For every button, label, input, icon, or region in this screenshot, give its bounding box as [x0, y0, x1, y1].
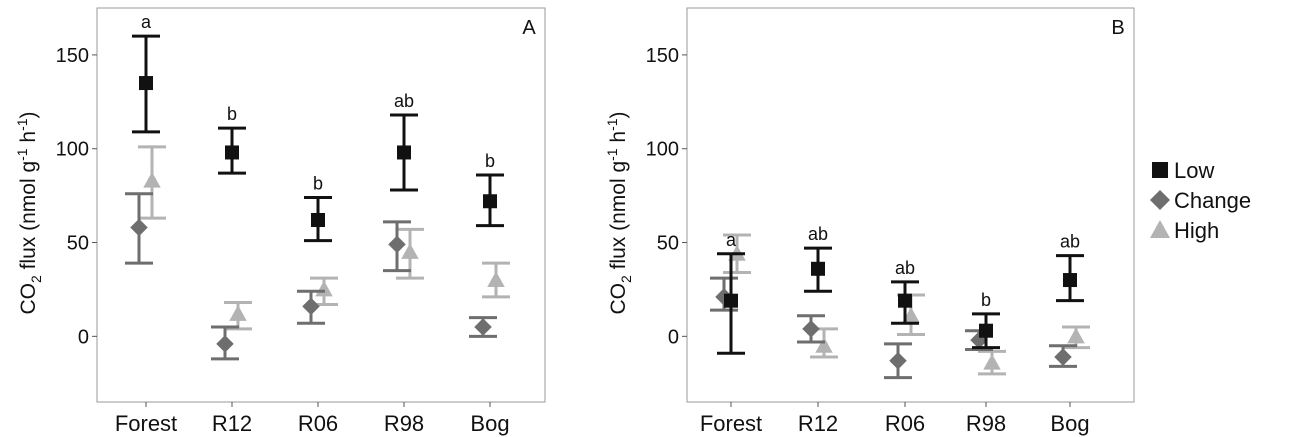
significance-letter: ab [1060, 232, 1080, 252]
panel-label: B [1111, 17, 1124, 39]
legend-item-change: Change [1150, 188, 1251, 213]
y-axis-label-part: flux (nmol g [17, 161, 40, 275]
x-tick-label-r98: R98 [966, 411, 1006, 436]
y-tick-label: 150 [646, 45, 679, 67]
x-tick-label-bog: Bog [1050, 411, 1089, 436]
legend-item-low: Low [1152, 158, 1214, 183]
significance-letter: b [227, 104, 237, 124]
y-axis-label-part: ) [17, 111, 40, 118]
panel-label: A [522, 17, 536, 39]
x-tick-label-r12: R12 [212, 411, 252, 436]
change-diamond-marker [802, 320, 820, 338]
x-tick-label-r12: R12 [798, 411, 838, 436]
panel-A: 0 50 100 150 Forest R12 R06 R98 Bog CO2 flux (nmo… [14, 7, 546, 436]
y-tick-label: 0 [668, 326, 679, 348]
change-diamond-marker [474, 318, 492, 336]
significance-letter: ab [895, 258, 915, 278]
y-axis-label-part: -1 [14, 148, 30, 161]
y-axis-label-part: h [17, 131, 40, 149]
y-axis-label-part: flux (nmol g [607, 161, 630, 275]
y-axis-label: CO2 flux (nmol g-1 h-1) [604, 111, 634, 314]
y-tick-label: 100 [646, 139, 679, 161]
series-high [138, 145, 510, 331]
legend-label: Low [1174, 158, 1214, 183]
change-diamond-marker [1054, 348, 1072, 366]
high-triangle-marker [401, 243, 419, 259]
significance-letter: ab [394, 91, 414, 111]
y-tick-label: 50 [67, 233, 89, 255]
high-triangle-marker [902, 306, 920, 323]
change-diamond-marker [889, 351, 907, 370]
high-triangle-marker [815, 336, 833, 353]
change-diamond-marker [388, 235, 406, 254]
low-square-marker [1063, 273, 1077, 288]
legend-item-high: High [1150, 218, 1219, 243]
y-axis-label-part: CO [17, 283, 40, 315]
legend-label: Change [1174, 188, 1251, 213]
series-low [717, 246, 1084, 355]
y-tick-label: 150 [56, 45, 89, 67]
legend: Low Change High [1150, 158, 1251, 243]
y-axis-label-part: -1 [604, 118, 620, 131]
low-square-marker [979, 323, 993, 338]
change-diamond-marker [216, 335, 234, 353]
y-tick-label: 50 [657, 233, 679, 255]
x-tick-label-r98: R98 [384, 411, 424, 436]
legend-high-triangle-marker [1150, 220, 1170, 238]
high-triangle-marker [229, 305, 247, 321]
plot-frame [96, 7, 546, 403]
high-triangle-marker [315, 280, 333, 297]
low-square-marker [898, 293, 912, 308]
significance-letter: a [726, 230, 737, 250]
significance-letter: ab [808, 224, 828, 244]
series-low [132, 34, 504, 243]
significance-letter: a [141, 12, 152, 32]
y-axis-label: CO2 flux (nmol g-1 h-1) [14, 111, 44, 314]
x-tick-label-r06: R06 [885, 411, 925, 436]
y-axis-label-part: ) [607, 111, 630, 118]
series-change [710, 276, 1077, 380]
y-axis-label-part: 2 [618, 275, 634, 283]
y-axis-label-part: -1 [14, 118, 30, 131]
y-axis-label-part: 2 [28, 275, 44, 283]
high-triangle-marker [487, 271, 505, 288]
low-square-marker [139, 76, 153, 91]
plot-frame [686, 7, 1135, 403]
low-square-marker [311, 213, 325, 228]
x-tick-label-forest: Forest [115, 411, 177, 436]
change-diamond-marker [302, 297, 320, 316]
x-tick-label-r06: R06 [298, 411, 338, 436]
significance-letter: b [485, 151, 495, 171]
low-square-marker [724, 293, 738, 308]
legend-change-diamond-marker [1150, 190, 1170, 210]
y-tick-label: 100 [56, 139, 89, 161]
low-square-marker [811, 261, 825, 276]
legend-low-square-marker [1152, 162, 1168, 178]
legend-label: High [1174, 218, 1219, 243]
change-diamond-marker [130, 218, 148, 237]
significance-letter: b [981, 290, 991, 310]
high-triangle-marker [143, 171, 161, 188]
y-tick-label: 0 [78, 326, 89, 348]
y-axis-label-part: h [607, 131, 630, 149]
x-tick-label-bog: Bog [470, 411, 509, 436]
high-triangle-marker [1067, 327, 1085, 344]
low-square-marker [225, 145, 239, 160]
panel-B: 0 50 100 150 Forest R12 R06 R98 Bog CO2 flux (nmo… [604, 7, 1135, 436]
low-square-marker [397, 145, 411, 160]
series-change [125, 192, 497, 361]
low-square-marker [483, 194, 497, 209]
y-axis-label-part: CO [607, 283, 630, 315]
significance-letter: b [313, 173, 323, 193]
x-tick-label-forest: Forest [700, 411, 762, 436]
y-axis-label-part: -1 [604, 148, 620, 161]
high-triangle-marker [983, 353, 1001, 370]
